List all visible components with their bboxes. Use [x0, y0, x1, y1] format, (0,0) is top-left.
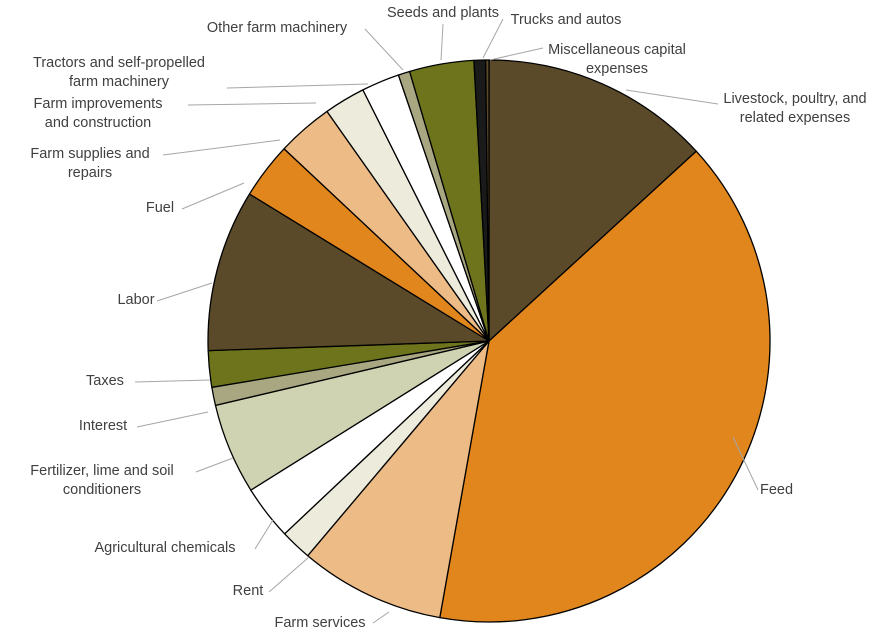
leader-line	[482, 18, 504, 59]
leader-line	[195, 457, 234, 473]
slice-label-line: Fertilizer, lime and soil	[30, 463, 173, 479]
slice-label-line: Farm supplies and	[30, 146, 149, 162]
leader-line	[364, 28, 404, 71]
slice-label: Labor	[117, 292, 154, 308]
slice-label-line: Interest	[79, 418, 127, 434]
slice-label: Fuel	[146, 200, 174, 216]
slice-label-line: and construction	[45, 115, 151, 131]
pie-slice	[207, 193, 490, 352]
leader-line	[134, 379, 211, 383]
pie-slices	[207, 59, 771, 623]
leader-line	[181, 182, 245, 210]
leader-line	[732, 436, 759, 491]
slice-label-line: Rent	[233, 583, 264, 599]
slice-label: Farm supplies and repairs	[30, 146, 149, 181]
slice-label: Feed	[760, 482, 793, 498]
slice-label: Tractors and self-propelled farm machiner…	[33, 55, 205, 90]
slice-label-line: Labor	[117, 292, 154, 308]
leader-line	[136, 411, 209, 428]
pie-slice	[485, 59, 490, 342]
slice-label-line: Farm services	[274, 615, 365, 631]
leader-line	[489, 47, 544, 61]
slice-label-line: Other farm machinery	[207, 20, 348, 36]
leader-line	[268, 556, 310, 593]
slice-label: Trucks and autos	[511, 12, 622, 28]
leader-line	[625, 89, 719, 105]
slice-label-line: Feed	[760, 482, 793, 498]
slice-label-line: conditioners	[63, 482, 141, 498]
slice-label-line: related expenses	[740, 110, 850, 126]
slice-label: Interest	[79, 418, 127, 434]
pie-slice	[488, 59, 697, 342]
slice-label: Seeds and plants	[387, 5, 499, 21]
slice-label: Farm services	[274, 615, 365, 631]
slice-label: Other farm machinery	[207, 20, 348, 36]
pie-slice	[439, 150, 771, 623]
leader-line	[226, 83, 369, 89]
slice-label: Rent	[233, 583, 264, 599]
leader-line	[162, 139, 281, 156]
slice-label-line: Agricultural chemicals	[94, 540, 235, 556]
slice-label-line: repairs	[68, 165, 112, 181]
slice-label-line: Miscellaneous capital	[548, 42, 686, 58]
leader-line	[440, 23, 444, 61]
slice-label: Fertilizer, lime and soil conditioners	[30, 463, 173, 498]
slice-label-line: Fuel	[146, 200, 174, 216]
slice-label-line: Trucks and autos	[511, 12, 622, 28]
slice-label-line: Tractors and self-propelled	[33, 55, 205, 71]
slice-label-line: Seeds and plants	[387, 5, 499, 21]
slice-label-line: farm machinery	[69, 74, 170, 90]
slice-labels: Livestock, poultry, and related expenses F…	[30, 5, 866, 631]
slice-label-line: Livestock, poultry, and	[723, 91, 866, 107]
slice-label-line: Farm improvements	[34, 96, 163, 112]
leader-lines	[134, 18, 759, 624]
slice-label: Miscellaneous capital expenses	[548, 42, 686, 77]
slice-label-line: Taxes	[86, 373, 124, 389]
leader-line	[372, 611, 390, 624]
leader-line	[156, 282, 213, 302]
slice-label-line: expenses	[586, 61, 648, 77]
slice-label: Farm improvements and construction	[34, 96, 163, 131]
slice-label: Agricultural chemicals	[94, 540, 235, 556]
leader-line	[254, 519, 274, 550]
pie-slice	[307, 340, 490, 619]
slice-label: Taxes	[86, 373, 124, 389]
slice-label: Livestock, poultry, and related expenses	[723, 91, 866, 126]
leader-line	[187, 102, 317, 106]
